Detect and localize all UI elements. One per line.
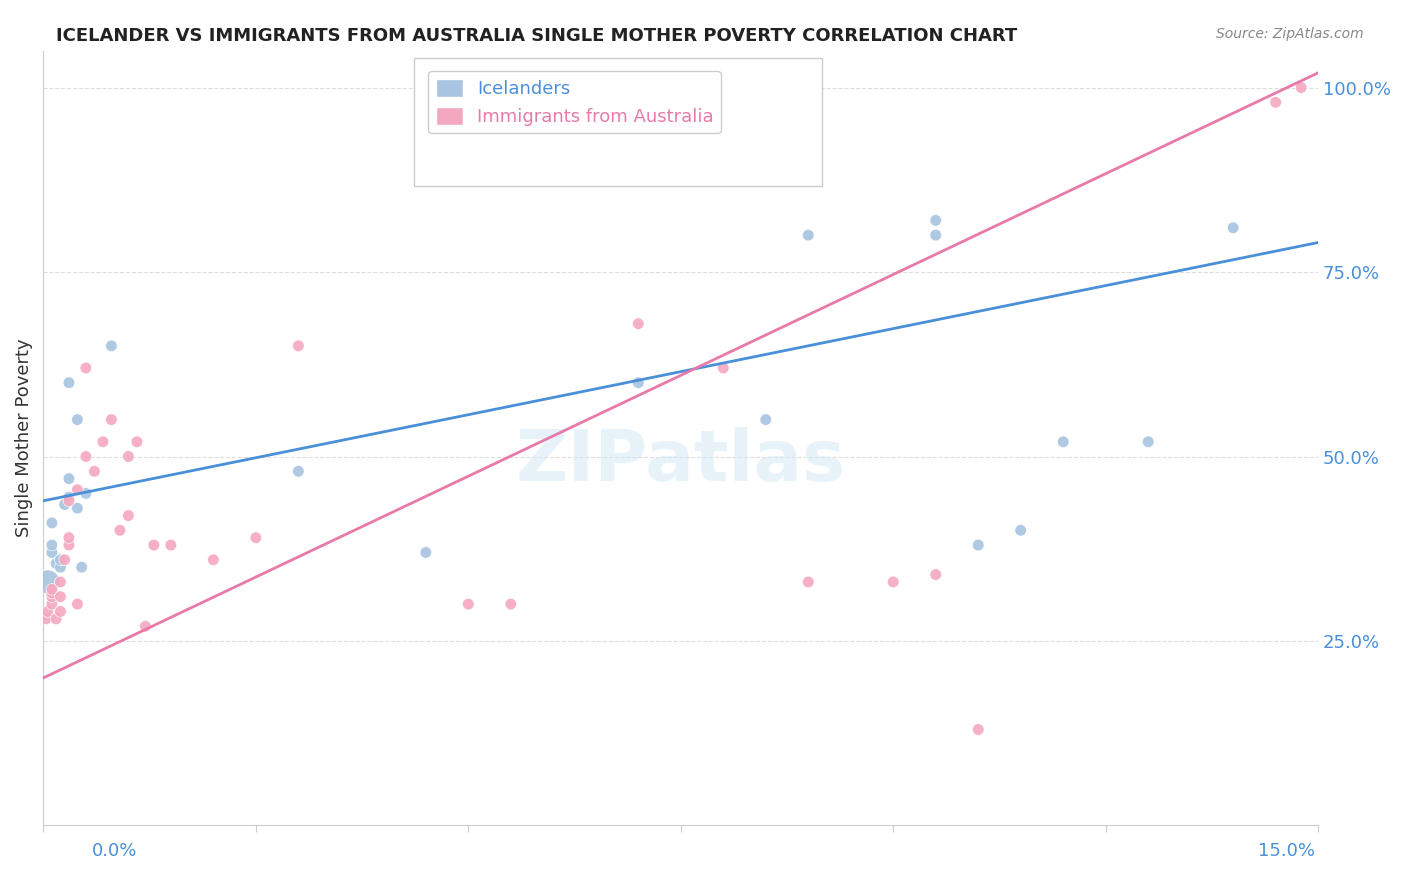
Point xyxy=(1052,434,1074,449)
Point xyxy=(58,493,80,508)
Point xyxy=(100,412,122,426)
Point xyxy=(457,597,479,611)
Point xyxy=(35,612,58,626)
Point xyxy=(49,605,72,619)
Point xyxy=(1010,524,1032,538)
Point xyxy=(117,508,139,523)
Point xyxy=(37,605,59,619)
Text: ZIPatlas: ZIPatlas xyxy=(516,426,846,496)
Point xyxy=(70,560,93,574)
Point xyxy=(41,538,63,552)
Point xyxy=(83,464,105,478)
Point xyxy=(58,531,80,545)
Point xyxy=(75,450,97,464)
Point xyxy=(58,472,80,486)
Point xyxy=(1222,220,1244,235)
Point xyxy=(41,582,63,597)
Point xyxy=(58,490,80,504)
Point xyxy=(45,612,67,626)
Point xyxy=(134,619,156,633)
Point xyxy=(125,434,148,449)
Point xyxy=(925,213,948,227)
Point xyxy=(287,464,309,478)
Text: ICELANDER VS IMMIGRANTS FROM AUSTRALIA SINGLE MOTHER POVERTY CORRELATION CHART: ICELANDER VS IMMIGRANTS FROM AUSTRALIA S… xyxy=(56,27,1018,45)
Text: 0.0%: 0.0% xyxy=(91,842,136,860)
Point xyxy=(287,339,309,353)
Legend: Icelanders, Immigrants from Australia: Icelanders, Immigrants from Australia xyxy=(429,71,721,134)
Point xyxy=(41,586,63,600)
Point xyxy=(202,553,225,567)
Point xyxy=(797,574,820,589)
Point xyxy=(627,376,650,390)
Point xyxy=(53,553,76,567)
Point xyxy=(49,560,72,574)
Point xyxy=(245,531,267,545)
Point xyxy=(797,228,820,243)
Point xyxy=(91,434,114,449)
Point xyxy=(1264,95,1286,110)
Point xyxy=(41,597,63,611)
Text: R = 0.344    N = 22: R = 0.344 N = 22 xyxy=(419,91,596,109)
Point xyxy=(53,498,76,512)
Point xyxy=(45,557,67,571)
Point xyxy=(66,483,89,497)
Point xyxy=(925,567,948,582)
Y-axis label: Single Mother Poverty: Single Mother Poverty xyxy=(15,339,32,537)
Point xyxy=(925,228,948,243)
Point xyxy=(66,412,89,426)
Point xyxy=(75,486,97,500)
Point xyxy=(142,538,165,552)
Point xyxy=(117,450,139,464)
Point xyxy=(58,538,80,552)
Point xyxy=(100,339,122,353)
Point xyxy=(37,574,59,589)
Point xyxy=(49,590,72,604)
Point xyxy=(1137,434,1160,449)
Point xyxy=(967,723,990,737)
Point xyxy=(41,516,63,530)
Point xyxy=(160,538,183,552)
Point xyxy=(108,524,131,538)
Point xyxy=(499,597,522,611)
Point xyxy=(66,597,89,611)
Point xyxy=(711,361,734,376)
Text: R = 0.735    N = 41: R = 0.735 N = 41 xyxy=(419,141,596,160)
Point xyxy=(627,317,650,331)
Point xyxy=(755,412,778,426)
Point xyxy=(415,545,437,559)
Point xyxy=(882,574,904,589)
Point xyxy=(75,361,97,376)
Point xyxy=(41,590,63,604)
Point xyxy=(49,553,72,567)
Point xyxy=(967,538,990,552)
Text: 15.0%: 15.0% xyxy=(1257,842,1315,860)
Point xyxy=(41,545,63,559)
Text: Source: ZipAtlas.com: Source: ZipAtlas.com xyxy=(1216,27,1364,41)
Point xyxy=(66,501,89,516)
Point xyxy=(58,376,80,390)
Point xyxy=(49,574,72,589)
FancyBboxPatch shape xyxy=(415,59,823,186)
Point xyxy=(1289,80,1312,95)
